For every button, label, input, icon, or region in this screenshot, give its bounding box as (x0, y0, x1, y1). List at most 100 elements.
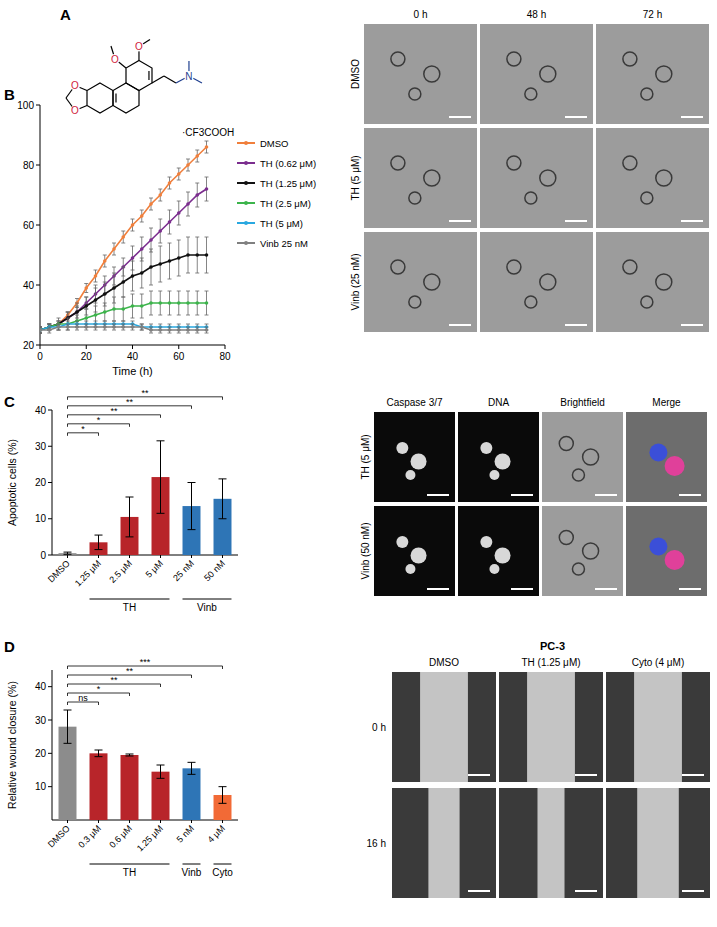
error-bar (112, 324, 116, 330)
scale-bar (575, 890, 597, 892)
significance: ns******** (68, 657, 223, 705)
point (205, 145, 209, 149)
legend-swatch (237, 182, 255, 184)
x-tick (160, 555, 161, 558)
image-grid: PC-3DMSOTH (1.25 μM)Cyto (4 μM)0 h16 h (367, 640, 710, 898)
nucleus (411, 548, 427, 564)
group-line (183, 864, 201, 865)
significance-label: ** (126, 397, 134, 407)
cell (623, 260, 637, 274)
y-tick-label: 60 (23, 220, 35, 231)
error-bar (121, 324, 125, 330)
point (47, 328, 51, 332)
point (177, 256, 181, 260)
point (112, 307, 116, 311)
caspase (665, 456, 685, 476)
error-bar (57, 324, 61, 330)
y-tick (48, 482, 52, 483)
y-tick (48, 753, 52, 754)
point (177, 301, 181, 305)
micrograph (626, 412, 707, 502)
cell (391, 260, 405, 274)
error-bar (131, 294, 135, 318)
scale-bar (681, 324, 703, 326)
significance-label: * (97, 415, 101, 425)
micrograph (480, 232, 593, 332)
significance-label: ns (78, 693, 88, 703)
cell (409, 192, 421, 204)
cell (656, 274, 672, 290)
x-axis (52, 820, 238, 821)
point (158, 229, 162, 233)
legend-marker (244, 161, 248, 165)
micrograph (364, 128, 477, 228)
point (121, 307, 125, 311)
atom: O (71, 80, 79, 91)
category-label: 5 μM (144, 558, 165, 579)
error-bar (205, 327, 209, 333)
y-tick-label: 10 (35, 513, 47, 524)
scale-bar (468, 890, 490, 892)
significance-label: * (81, 424, 85, 434)
error-bar (103, 282, 107, 306)
scale-bar (595, 494, 617, 496)
bond (115, 94, 116, 103)
micrograph (458, 506, 539, 596)
point (149, 265, 153, 269)
wound-area (637, 788, 679, 898)
group-line (183, 599, 232, 600)
x-tick (129, 820, 130, 823)
x-tick (98, 820, 99, 823)
scale-bar (427, 494, 449, 496)
point (149, 238, 153, 242)
row-label: 16 h (367, 838, 386, 849)
scale-bar (449, 220, 471, 222)
category-label: 2.5 μM (107, 558, 134, 585)
scale-bar (682, 890, 704, 892)
group-line (214, 864, 232, 865)
cell (623, 156, 637, 170)
error-bar (177, 327, 181, 333)
category-label: 25 nM (171, 558, 196, 583)
bond (164, 76, 176, 83)
point (195, 301, 199, 305)
point (140, 247, 144, 251)
y-axis (52, 670, 53, 820)
significance-label: ** (110, 675, 118, 685)
row-label: 0 h (372, 722, 386, 733)
point (140, 271, 144, 275)
point (195, 253, 199, 257)
point (131, 256, 135, 260)
x-tick (129, 555, 130, 558)
micrograph (364, 232, 477, 332)
column-label: Brightfield (560, 397, 604, 408)
scale-bar (565, 220, 587, 222)
atom-bg (184, 71, 194, 81)
micrograph (392, 672, 496, 782)
error-bar (84, 324, 88, 330)
row-label: TH (5 μM) (360, 434, 371, 479)
scale-bar (427, 588, 449, 590)
cell (656, 66, 672, 82)
error-bar (66, 318, 70, 330)
nucleus (405, 564, 415, 574)
point (75, 310, 79, 314)
error-bar (126, 754, 134, 756)
atom-bg (70, 106, 80, 116)
error-bar (126, 497, 134, 537)
point (75, 310, 79, 314)
point (186, 328, 190, 332)
cell (656, 170, 672, 186)
significance-label: ** (126, 666, 134, 676)
x-tick-label: 80 (219, 351, 231, 362)
error-bar (168, 327, 172, 333)
error-bar (131, 324, 135, 330)
error-bar (121, 267, 125, 297)
legend-marker (244, 221, 248, 225)
legend-marker (244, 181, 248, 185)
y-tick (48, 555, 52, 556)
x-tick (222, 820, 223, 823)
y-tick-label: 20 (23, 340, 35, 351)
category-label: 0.3 μM (76, 823, 103, 850)
cell (623, 52, 637, 66)
